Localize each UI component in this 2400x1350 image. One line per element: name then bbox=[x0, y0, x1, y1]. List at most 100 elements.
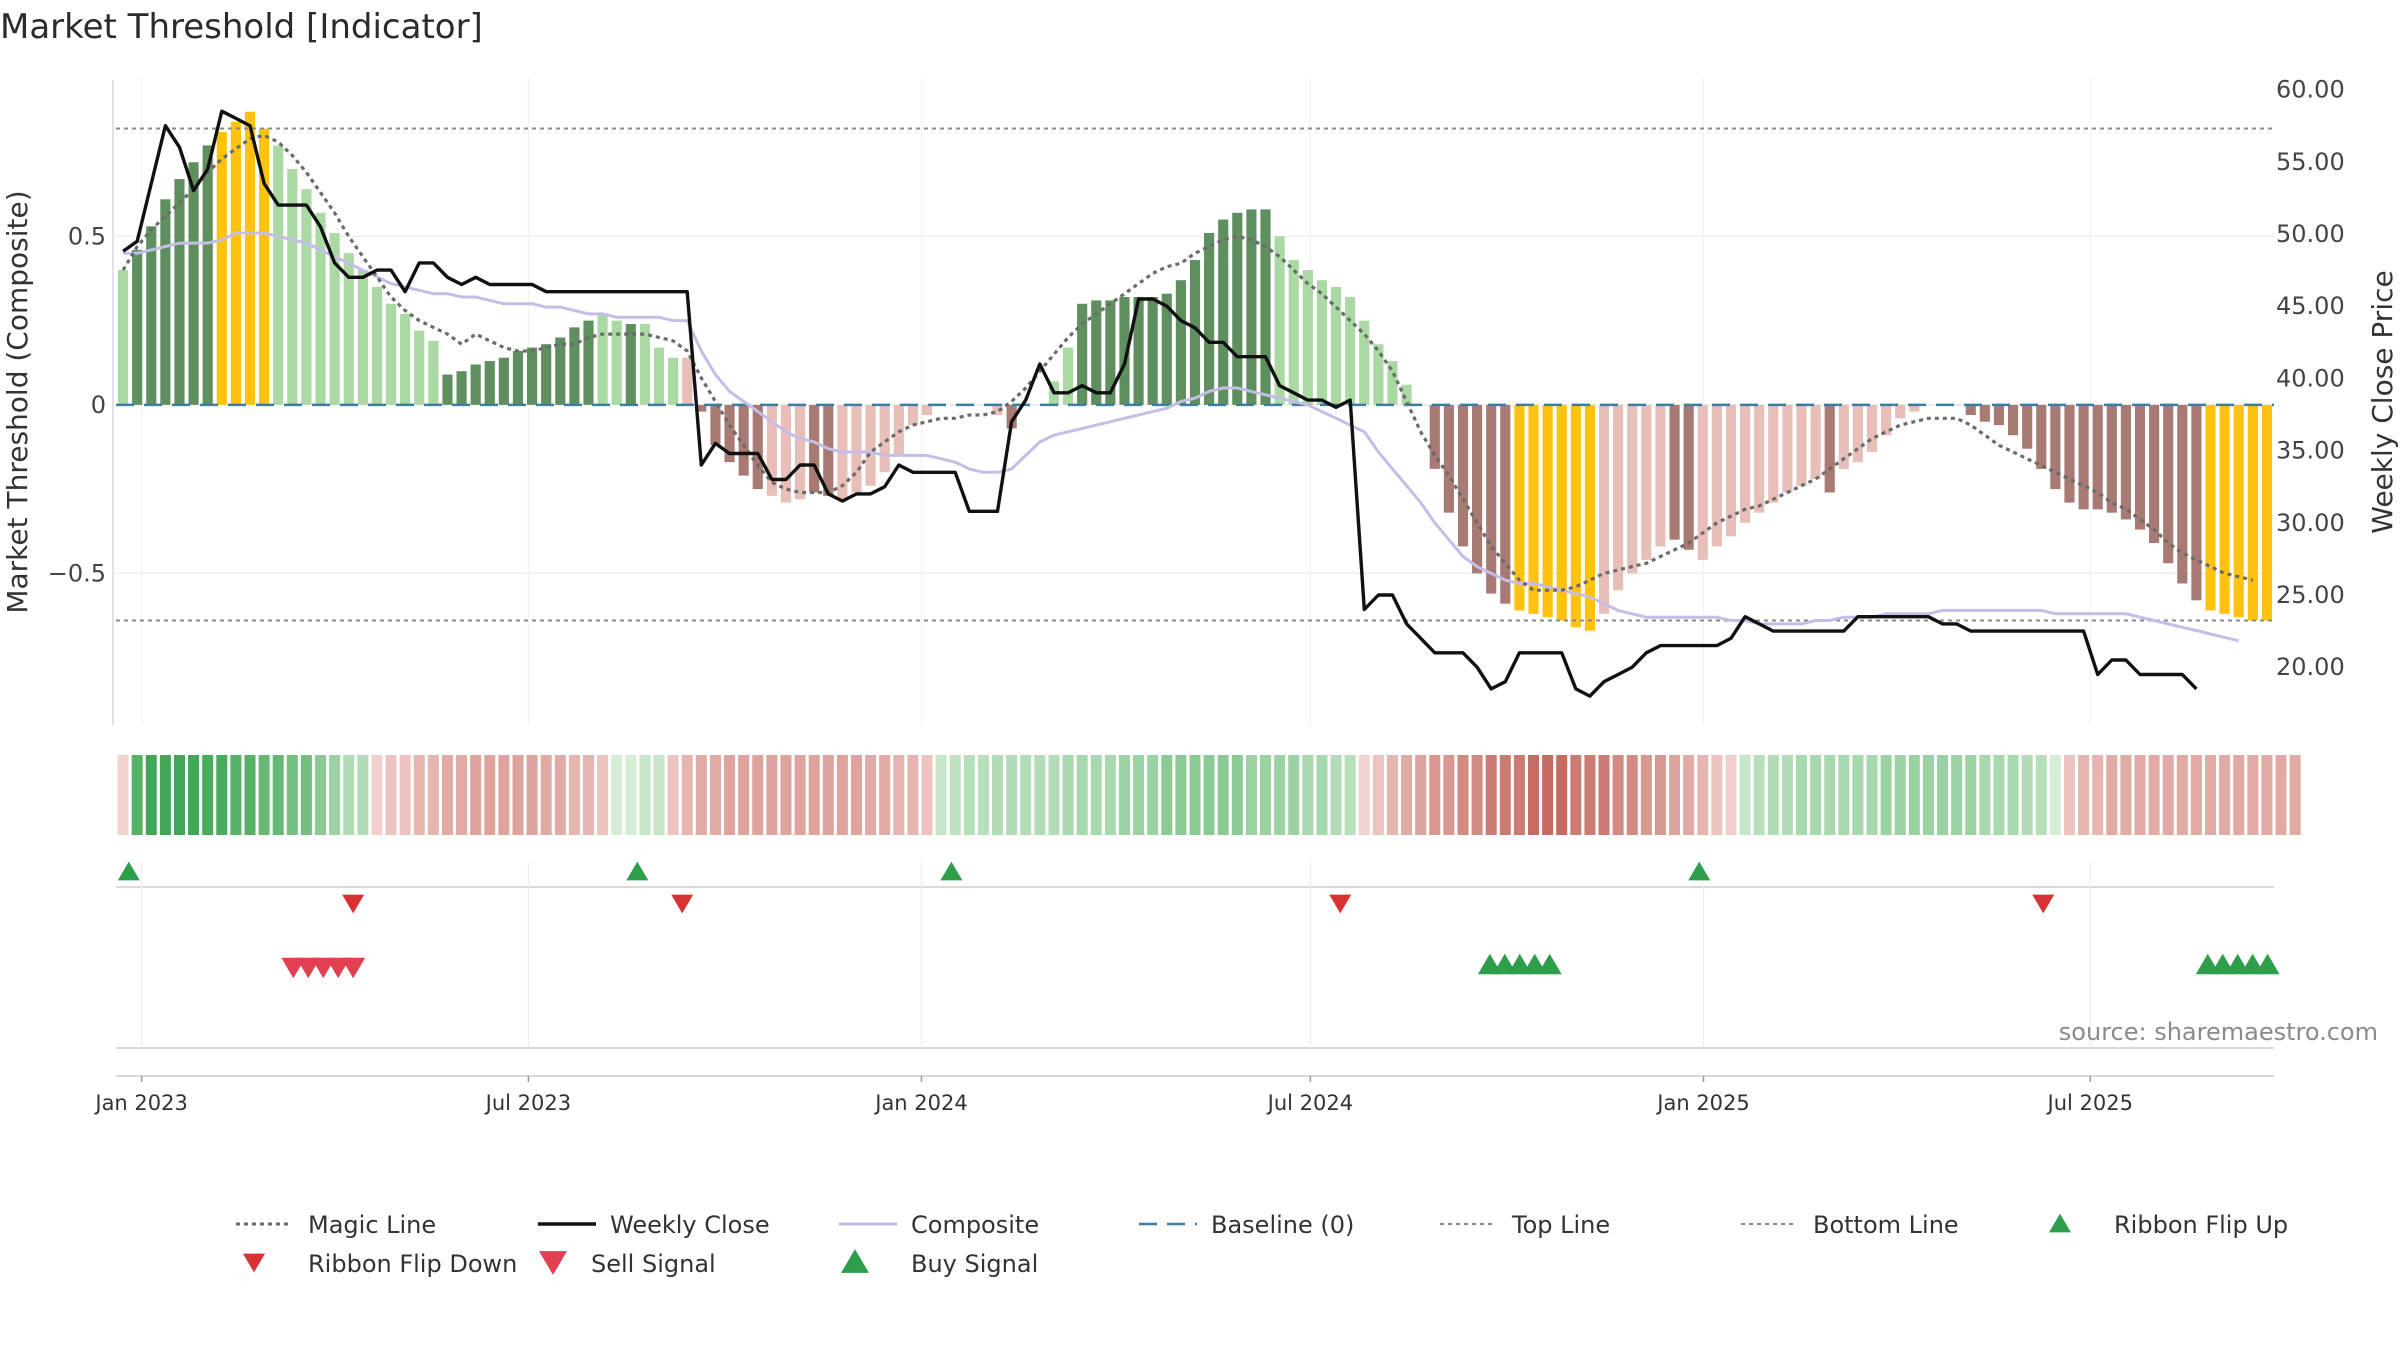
composite-bar bbox=[1796, 404, 1807, 486]
ribbon-cell bbox=[766, 755, 778, 835]
composite-line bbox=[123, 231, 2240, 643]
ribbon-cell bbox=[427, 755, 439, 835]
composite-bar bbox=[216, 131, 227, 405]
ribbon-cell bbox=[230, 755, 242, 835]
ribbon-cell bbox=[371, 755, 383, 835]
composite-bar bbox=[555, 337, 566, 405]
composite-bar bbox=[456, 371, 467, 405]
ribbon-cell bbox=[1386, 755, 1398, 835]
legend-item-magic: Magic Line bbox=[236, 1211, 436, 1239]
ribbon-flip-down-marker bbox=[342, 894, 365, 914]
ribbon-cell bbox=[2247, 755, 2259, 835]
composite-bar bbox=[160, 199, 171, 405]
legend-item-top: Top Line bbox=[1440, 1211, 1610, 1239]
ribbon-cell bbox=[2007, 755, 2019, 835]
ribbon-cell bbox=[1922, 755, 1934, 835]
y-tick-label-right: 60.00 bbox=[2276, 76, 2345, 104]
ribbon-cell bbox=[1471, 755, 1483, 835]
ribbon-cell bbox=[1358, 755, 1370, 835]
composite-bar bbox=[1782, 404, 1793, 493]
ribbon-cell bbox=[1979, 755, 1991, 835]
ribbon-cell bbox=[554, 755, 566, 835]
ribbon-cell bbox=[1781, 755, 1793, 835]
composite-bar bbox=[682, 357, 693, 405]
ribbon-cell bbox=[1739, 755, 1751, 835]
ribbon-cell bbox=[2078, 755, 2090, 835]
composite-bar bbox=[2092, 404, 2103, 510]
composite-bar bbox=[1147, 297, 1158, 405]
composite-bar bbox=[978, 404, 989, 406]
y-axis-label-left: Market Threshold (Composite) bbox=[1, 190, 34, 613]
x-tick-label: Jan 2025 bbox=[1655, 1091, 1750, 1115]
ribbon-cell bbox=[188, 755, 200, 835]
ribbon-cell bbox=[1118, 755, 1130, 835]
composite-bar bbox=[1246, 209, 1257, 405]
ribbon-cell bbox=[1725, 755, 1737, 835]
composite-bar bbox=[1881, 404, 1892, 436]
composite-bar bbox=[357, 270, 368, 405]
y-tick-label-left: −0.5 bbox=[48, 559, 106, 587]
composite-bar bbox=[1570, 404, 1581, 628]
ribbon-cell bbox=[1542, 755, 1554, 835]
composite-bar bbox=[950, 404, 961, 406]
composite-bar bbox=[1768, 404, 1779, 503]
ribbon-cell bbox=[1866, 755, 1878, 835]
ribbon-cell bbox=[1274, 755, 1286, 835]
ribbon-cell bbox=[300, 755, 312, 835]
composite-bar bbox=[1613, 404, 1624, 591]
legend-label: Buy Signal bbox=[911, 1250, 1038, 1278]
legend-label: Sell Signal bbox=[591, 1250, 716, 1278]
ribbon-cell bbox=[540, 755, 552, 835]
ribbon-cell bbox=[1076, 755, 1088, 835]
ribbon-cell bbox=[117, 755, 129, 835]
composite-bar bbox=[273, 145, 284, 405]
ribbon-cell bbox=[822, 755, 834, 835]
composite-bar bbox=[724, 404, 735, 463]
ribbon-cell bbox=[1937, 755, 1949, 835]
ribbon-cell bbox=[935, 755, 947, 835]
x-tick-label: Jul 2025 bbox=[2046, 1091, 2133, 1115]
ribbon-cell bbox=[441, 755, 453, 835]
composite-bar bbox=[1500, 404, 1511, 604]
ribbon-cell bbox=[2148, 755, 2160, 835]
y-tick-label-right: 25.00 bbox=[2276, 581, 2345, 609]
ribbon-cell bbox=[667, 755, 679, 835]
composite-bar bbox=[470, 364, 481, 405]
ribbon-cell bbox=[794, 755, 806, 835]
ribbon-cell bbox=[681, 755, 693, 835]
ribbon-cell bbox=[1203, 755, 1215, 835]
ribbon-cell bbox=[1217, 755, 1229, 835]
composite-bar bbox=[1034, 404, 1045, 406]
ribbon-cell bbox=[1330, 755, 1342, 835]
ribbon-cell bbox=[1753, 755, 1765, 835]
ribbon-cell bbox=[1908, 755, 1920, 835]
composite-bar bbox=[1951, 404, 1962, 406]
legend-item-bottom: Bottom Line bbox=[1741, 1211, 1959, 1239]
ribbon-flip-up-markers bbox=[117, 861, 1711, 881]
ribbon-cell bbox=[639, 755, 651, 835]
ribbon-cell bbox=[865, 755, 877, 835]
ribbon-cell bbox=[1429, 755, 1441, 835]
composite-bar bbox=[907, 404, 918, 426]
composite-bar bbox=[1965, 404, 1976, 415]
composite-bar bbox=[1514, 404, 1525, 611]
ribbon-cell bbox=[202, 755, 214, 835]
composite-bar bbox=[2022, 404, 2033, 449]
composite-bar bbox=[1105, 300, 1116, 405]
ribbon-cell bbox=[329, 755, 341, 835]
ribbon-cell bbox=[695, 755, 707, 835]
ribbon-cell bbox=[1697, 755, 1709, 835]
ribbon-cell bbox=[2106, 755, 2118, 835]
composite-bar bbox=[597, 313, 608, 405]
ribbon-cell bbox=[1147, 755, 1159, 835]
composite-bar bbox=[2007, 404, 2019, 436]
composite-bar bbox=[1330, 286, 1342, 405]
ribbon-cell bbox=[470, 755, 482, 835]
ribbon-cell bbox=[1062, 755, 1074, 835]
legend-label: Ribbon Flip Down bbox=[308, 1250, 517, 1278]
ribbon-cell bbox=[583, 755, 595, 835]
ribbon-flip-up-marker bbox=[117, 861, 140, 881]
ribbon-cell bbox=[2092, 755, 2104, 835]
composite-bar bbox=[2106, 404, 2117, 513]
